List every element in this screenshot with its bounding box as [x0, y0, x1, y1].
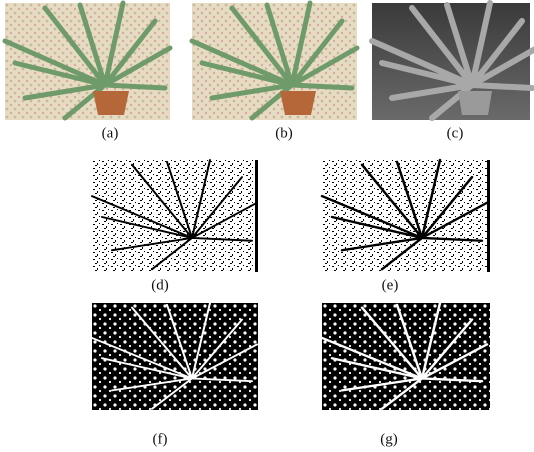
- panel-g: [322, 303, 490, 410]
- panel-f: [92, 303, 258, 410]
- panel-d: [92, 160, 258, 272]
- panel-label: (g): [380, 431, 398, 447]
- panel-label: (d): [151, 277, 169, 293]
- panel-label: (f): [153, 431, 168, 447]
- panel-label: (b): [275, 125, 293, 141]
- panel-c: [372, 3, 534, 120]
- panel-label: (e): [382, 277, 399, 293]
- page: (a) (b) (c) (d) (e) (f) (g) (() => { con…: [0, 0, 534, 452]
- panel-b: [192, 3, 357, 120]
- panel-e: [322, 160, 490, 272]
- panel-label: (a): [102, 125, 119, 141]
- panel-a: [5, 3, 170, 120]
- panel-label: (c): [447, 125, 464, 141]
- figure: (a) (b) (c) (d) (e) (f) (g): [0, 0, 534, 452]
